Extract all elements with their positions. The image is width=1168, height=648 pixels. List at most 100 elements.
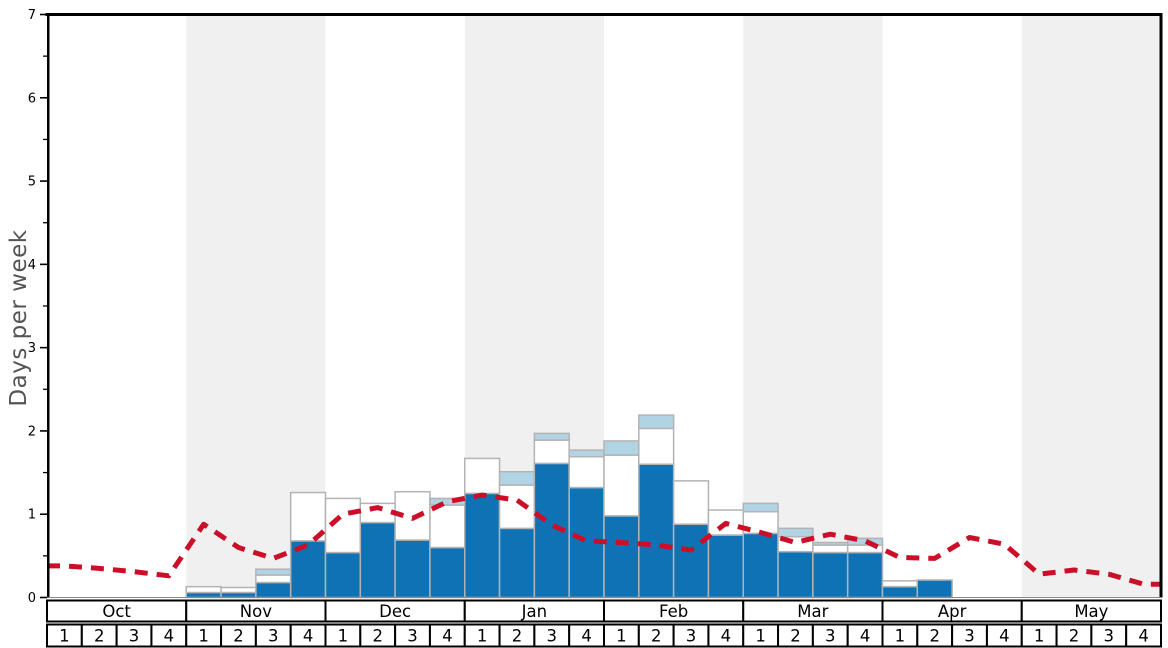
week-label-4: 4 <box>1138 627 1149 646</box>
month-band-mar <box>743 16 883 598</box>
snowfall-days-primary-bar-w11 <box>394 539 431 599</box>
snowfall-days-primary-bar-w21 <box>742 532 779 599</box>
snowfall-days-secondary-bar-w14 <box>498 484 536 530</box>
snowfall-days-primary-bar-w25 <box>881 585 919 599</box>
week-label-4: 4 <box>721 627 732 646</box>
snowfall-days-tertiary-bar-w14 <box>498 470 536 486</box>
snowfall-days-tertiary-bar-w15 <box>533 432 570 441</box>
snowfall-days-primary-bar-w23 <box>812 551 849 599</box>
y-axis-spine <box>47 13 50 598</box>
week-label-3: 3 <box>964 627 975 646</box>
snowfall-days-tertiary-bar-w18 <box>638 414 675 430</box>
y-tick-label-4: 4 <box>28 258 36 273</box>
week-label-3: 3 <box>1104 627 1115 646</box>
month-band-apr <box>882 16 1022 598</box>
week-label-2: 2 <box>512 627 523 646</box>
month-label-nov: Nov <box>240 602 272 621</box>
week-label-1: 1 <box>338 627 349 646</box>
y-axis-title: Days per week <box>6 229 32 407</box>
snowfall-days-primary-bar-w13 <box>464 492 501 599</box>
snowfall-days-tertiary-bar-w22 <box>777 527 814 538</box>
week-label-1: 1 <box>198 627 209 646</box>
snowfall-days-primary-bar-w17 <box>603 515 640 599</box>
week-label-2: 2 <box>372 627 383 646</box>
snowfall-days-primary-bar-w7 <box>255 581 292 599</box>
snowfall-days-secondary-bar-w15 <box>533 439 570 465</box>
week-label-3: 3 <box>268 627 279 646</box>
week-label-1: 1 <box>895 627 906 646</box>
snowfall-days-secondary-bar-w19 <box>672 480 710 525</box>
week-label-2: 2 <box>233 627 244 646</box>
snowfall-days-primary-bar-w19 <box>672 523 710 599</box>
snowfall-days-primary-bar-w12 <box>429 546 466 599</box>
snowfall-days-secondary-bar-w5 <box>185 585 222 594</box>
week-label-2: 2 <box>929 627 940 646</box>
snowfall-days-secondary-bar-w16 <box>568 455 605 489</box>
week-label-1: 1 <box>1034 627 1045 646</box>
snowfall-days-secondary-bar-w13 <box>464 457 501 495</box>
week-label-3: 3 <box>825 627 836 646</box>
y-tick-label-0: 0 <box>28 591 36 606</box>
snowfall-days-primary-bar-w9 <box>324 551 362 599</box>
week-label-4: 4 <box>999 627 1010 646</box>
month-label-apr: Apr <box>938 602 967 621</box>
plot-border-top <box>45 13 1163 16</box>
month-label-may: May <box>1074 602 1108 621</box>
week-label-2: 2 <box>1069 627 1080 646</box>
snowfall-days-tertiary-bar-w16 <box>568 449 605 458</box>
snowfall-days-primary-bar-w10 <box>359 521 396 599</box>
month-band-oct <box>47 16 187 598</box>
snowfall-days-tertiary-bar-w7 <box>255 568 292 576</box>
week-label-4: 4 <box>860 627 871 646</box>
week-label-2: 2 <box>651 627 662 646</box>
week-label-1: 1 <box>59 627 70 646</box>
snowfall-days-tertiary-bar-w17 <box>603 440 640 456</box>
snowfall-days-secondary-bar-w6 <box>220 586 257 594</box>
month-label-feb: Feb <box>659 602 688 621</box>
week-label-3: 3 <box>547 627 558 646</box>
month-band-may <box>1021 16 1161 598</box>
month-label-dec: Dec <box>379 602 411 621</box>
y-tick-label-5: 5 <box>28 175 36 190</box>
week-label-2: 2 <box>790 627 801 646</box>
week-label-1: 1 <box>616 627 627 646</box>
week-label-4: 4 <box>303 627 314 646</box>
snowfall-days-primary-bar-w14 <box>498 527 536 599</box>
y-tick-label-6: 6 <box>28 91 36 106</box>
snowfall-days-primary-bar-w20 <box>707 534 744 599</box>
snowfall-days-secondary-bar-w12 <box>429 504 466 549</box>
week-label-4: 4 <box>581 627 592 646</box>
snowfall-days-primary-bar-w26 <box>916 579 953 599</box>
y-tick-label-7: 7 <box>28 8 36 23</box>
y-tick-label-3: 3 <box>28 341 36 356</box>
y-tick-label-1: 1 <box>28 508 36 523</box>
snowfall-days-tertiary-bar-w21 <box>742 502 779 513</box>
week-label-3: 3 <box>407 627 418 646</box>
week-label-4: 4 <box>442 627 453 646</box>
snowfall-days-primary-bar-w24 <box>846 551 884 599</box>
month-cell-may <box>1020 599 1162 623</box>
snowfall-days-secondary-bar-w23 <box>812 544 849 554</box>
snowfall-days-secondary-bar-w25 <box>881 580 919 588</box>
y-tick-label-2: 2 <box>28 424 36 439</box>
snowfall-days-primary-bar-w18 <box>638 463 675 599</box>
snowfall-days-tertiary-bar-w23 <box>812 541 849 546</box>
month-label-jan: Jan <box>521 602 547 621</box>
snowfall-days-secondary-bar-w18 <box>638 427 675 465</box>
snowfall-days-secondary-bar-w17 <box>603 454 640 517</box>
week-label-3: 3 <box>686 627 697 646</box>
snowfall-days-tertiary-bar-w24 <box>846 537 884 546</box>
week-label-4: 4 <box>164 627 175 646</box>
month-label-mar: Mar <box>797 602 828 621</box>
week-label-2: 2 <box>94 627 105 646</box>
week-label-1: 1 <box>755 627 766 646</box>
snowfall-days-secondary-bar-w7 <box>255 574 292 584</box>
plot-border-right <box>1159 13 1163 598</box>
trend-line <box>47 492 1161 587</box>
snowfall-days-primary-bar-w22 <box>777 550 814 599</box>
month-label-oct: Oct <box>102 602 131 621</box>
week-cell <box>1125 623 1162 648</box>
week-label-3: 3 <box>129 627 140 646</box>
